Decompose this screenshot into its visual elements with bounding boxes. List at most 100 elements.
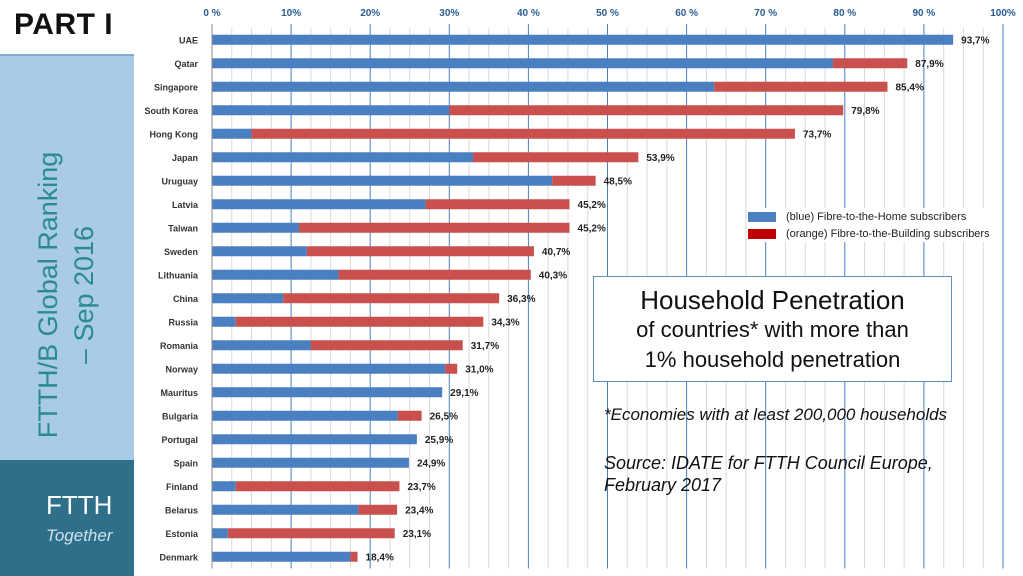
ftth-bar — [212, 81, 715, 92]
value-label: 45,2% — [578, 223, 606, 234]
part-label-box: PART I — [0, 0, 134, 56]
category-label: Uruguay — [161, 176, 198, 186]
ftth-bar — [212, 387, 443, 398]
vertical-title: FTTH/B Global Ranking – Sep 2016 — [30, 152, 102, 439]
x-tick-label: 70 % — [754, 8, 777, 19]
source-line1: Source: IDATE for FTTH Council Europe, — [604, 453, 933, 473]
value-label: 23,7% — [407, 482, 435, 493]
ftth-bar — [212, 528, 228, 539]
band-title: FTTH — [46, 490, 113, 520]
x-tick-label: 10% — [281, 8, 301, 19]
value-label: 18,4% — [366, 552, 394, 563]
value-label: 73,7% — [803, 129, 831, 140]
ftth-bar — [212, 246, 307, 257]
ftth-bar — [212, 481, 236, 492]
bar-chart: 0 % 10% 20% 30% 40 % 50 % 60 % 70 % 80 % 90 % 100%… — [144, 8, 1016, 569]
source-note: Source: IDATE for FTTH Council Europe, F… — [604, 452, 933, 496]
value-label: 53,9% — [646, 153, 674, 164]
fttb-bar — [338, 269, 531, 280]
info-box-line3: 1% household penetration — [644, 347, 901, 372]
x-tick-label: 30% — [439, 8, 459, 19]
x-tick-label: 0 % — [203, 8, 220, 19]
category-label: Norway — [165, 364, 198, 374]
fttb-bar — [473, 152, 639, 163]
category-label: China — [173, 294, 199, 304]
fttb-bar — [306, 246, 534, 257]
vertical-title-line2: – Sep 2016 — [69, 225, 99, 365]
category-label: Singapore — [154, 82, 198, 92]
value-label: 25,9% — [425, 435, 453, 446]
bottom-brand-band: FTTH Together — [0, 460, 134, 576]
value-label: 93,7% — [961, 35, 989, 46]
fttb-bar — [227, 528, 395, 539]
legend-item-fttb: (orange) Fibre-to-the-Building subscribe… — [748, 225, 990, 242]
value-label: 87,9% — [915, 59, 943, 70]
fttb-bar — [299, 222, 570, 233]
ftth-bar — [212, 58, 833, 69]
fttb-bar — [714, 81, 888, 92]
fttb-bar — [251, 128, 795, 139]
fttb-bar — [310, 340, 463, 351]
ftth-bar — [212, 34, 954, 45]
ftth-bar — [212, 504, 359, 515]
fttb-bar — [397, 410, 422, 421]
value-label: 24,9% — [417, 458, 445, 469]
x-tick-label: 100% — [990, 8, 1016, 19]
fttb-bar — [283, 293, 500, 304]
category-label: Bulgaria — [162, 411, 199, 421]
vertical-title-line1: FTTH/B Global Ranking — [33, 151, 63, 439]
category-label: Spain — [173, 458, 198, 468]
ftth-bar — [212, 152, 474, 163]
ftth-bar — [212, 175, 553, 186]
legend-item-ftth: (blue) Fibre-to-the-Home subscribers — [748, 208, 990, 225]
category-label: Finland — [166, 482, 198, 492]
fttb-bar — [235, 316, 484, 327]
fttb-bar — [425, 199, 570, 210]
info-box-line1: Household Penetration — [640, 285, 905, 315]
legend-label-ftth: (blue) Fibre-to-the-Home subscribers — [786, 210, 967, 223]
category-label: Estonia — [165, 529, 199, 539]
ftth-bar — [212, 222, 300, 233]
category-label: Sweden — [164, 247, 198, 257]
value-label: 40,7% — [542, 247, 570, 258]
vertical-title-wrapper: FTTH/B Global Ranking – Sep 2016 — [2, 140, 130, 450]
value-label: 31,0% — [465, 364, 493, 375]
fttb-bar — [449, 105, 844, 116]
chart-area: 0 % 10% 20% 30% 40 % 50 % 60 % 70 % 80 % 90 % 100%… — [134, 0, 1023, 576]
x-tick-label: 20% — [360, 8, 380, 19]
category-label: Qatar — [174, 59, 198, 69]
x-tick-label: 80 % — [833, 8, 856, 19]
fttb-bar — [445, 363, 458, 374]
ftth-bar — [212, 410, 398, 421]
legend: (blue) Fibre-to-the-Home subscribers (or… — [748, 208, 990, 242]
x-tick-label: 60 % — [675, 8, 698, 19]
x-tick-label: 40 % — [517, 8, 540, 19]
fttb-bar — [235, 481, 400, 492]
band-subtitle: Together — [46, 526, 113, 545]
value-label: 40,3% — [539, 270, 567, 281]
fttb-bar — [832, 58, 908, 69]
info-box-line2: of countries* with more than — [636, 317, 909, 342]
ftth-bar — [212, 457, 409, 468]
ftth-bar — [212, 105, 450, 116]
value-label: 34,3% — [491, 317, 519, 328]
legend-label-fttb: (orange) Fibre-to-the-Building subscribe… — [786, 227, 990, 240]
category-label: Mauritus — [160, 388, 198, 398]
value-label: 36,3% — [507, 294, 535, 305]
ftth-bar — [212, 316, 236, 327]
fttb-bar — [358, 504, 398, 515]
ftth-bar — [212, 293, 284, 304]
part-label: PART I — [14, 8, 114, 41]
category-label: UAE — [179, 35, 198, 45]
left-title-panel: PART I FTTH/B Global Ranking – Sep 2016 … — [0, 0, 134, 576]
category-label: Hong Kong — [150, 129, 199, 139]
value-label: 26,5% — [430, 411, 458, 422]
source-line2: February 2017 — [604, 475, 722, 495]
category-label: Romania — [160, 341, 199, 351]
ftth-bar — [212, 551, 351, 562]
ftth-bar — [212, 199, 426, 210]
footnote: *Economies with at least 200,000 househo… — [604, 405, 948, 424]
fttb-bar — [350, 551, 358, 562]
category-label: Russia — [168, 317, 199, 327]
category-label: Latvia — [172, 200, 199, 210]
